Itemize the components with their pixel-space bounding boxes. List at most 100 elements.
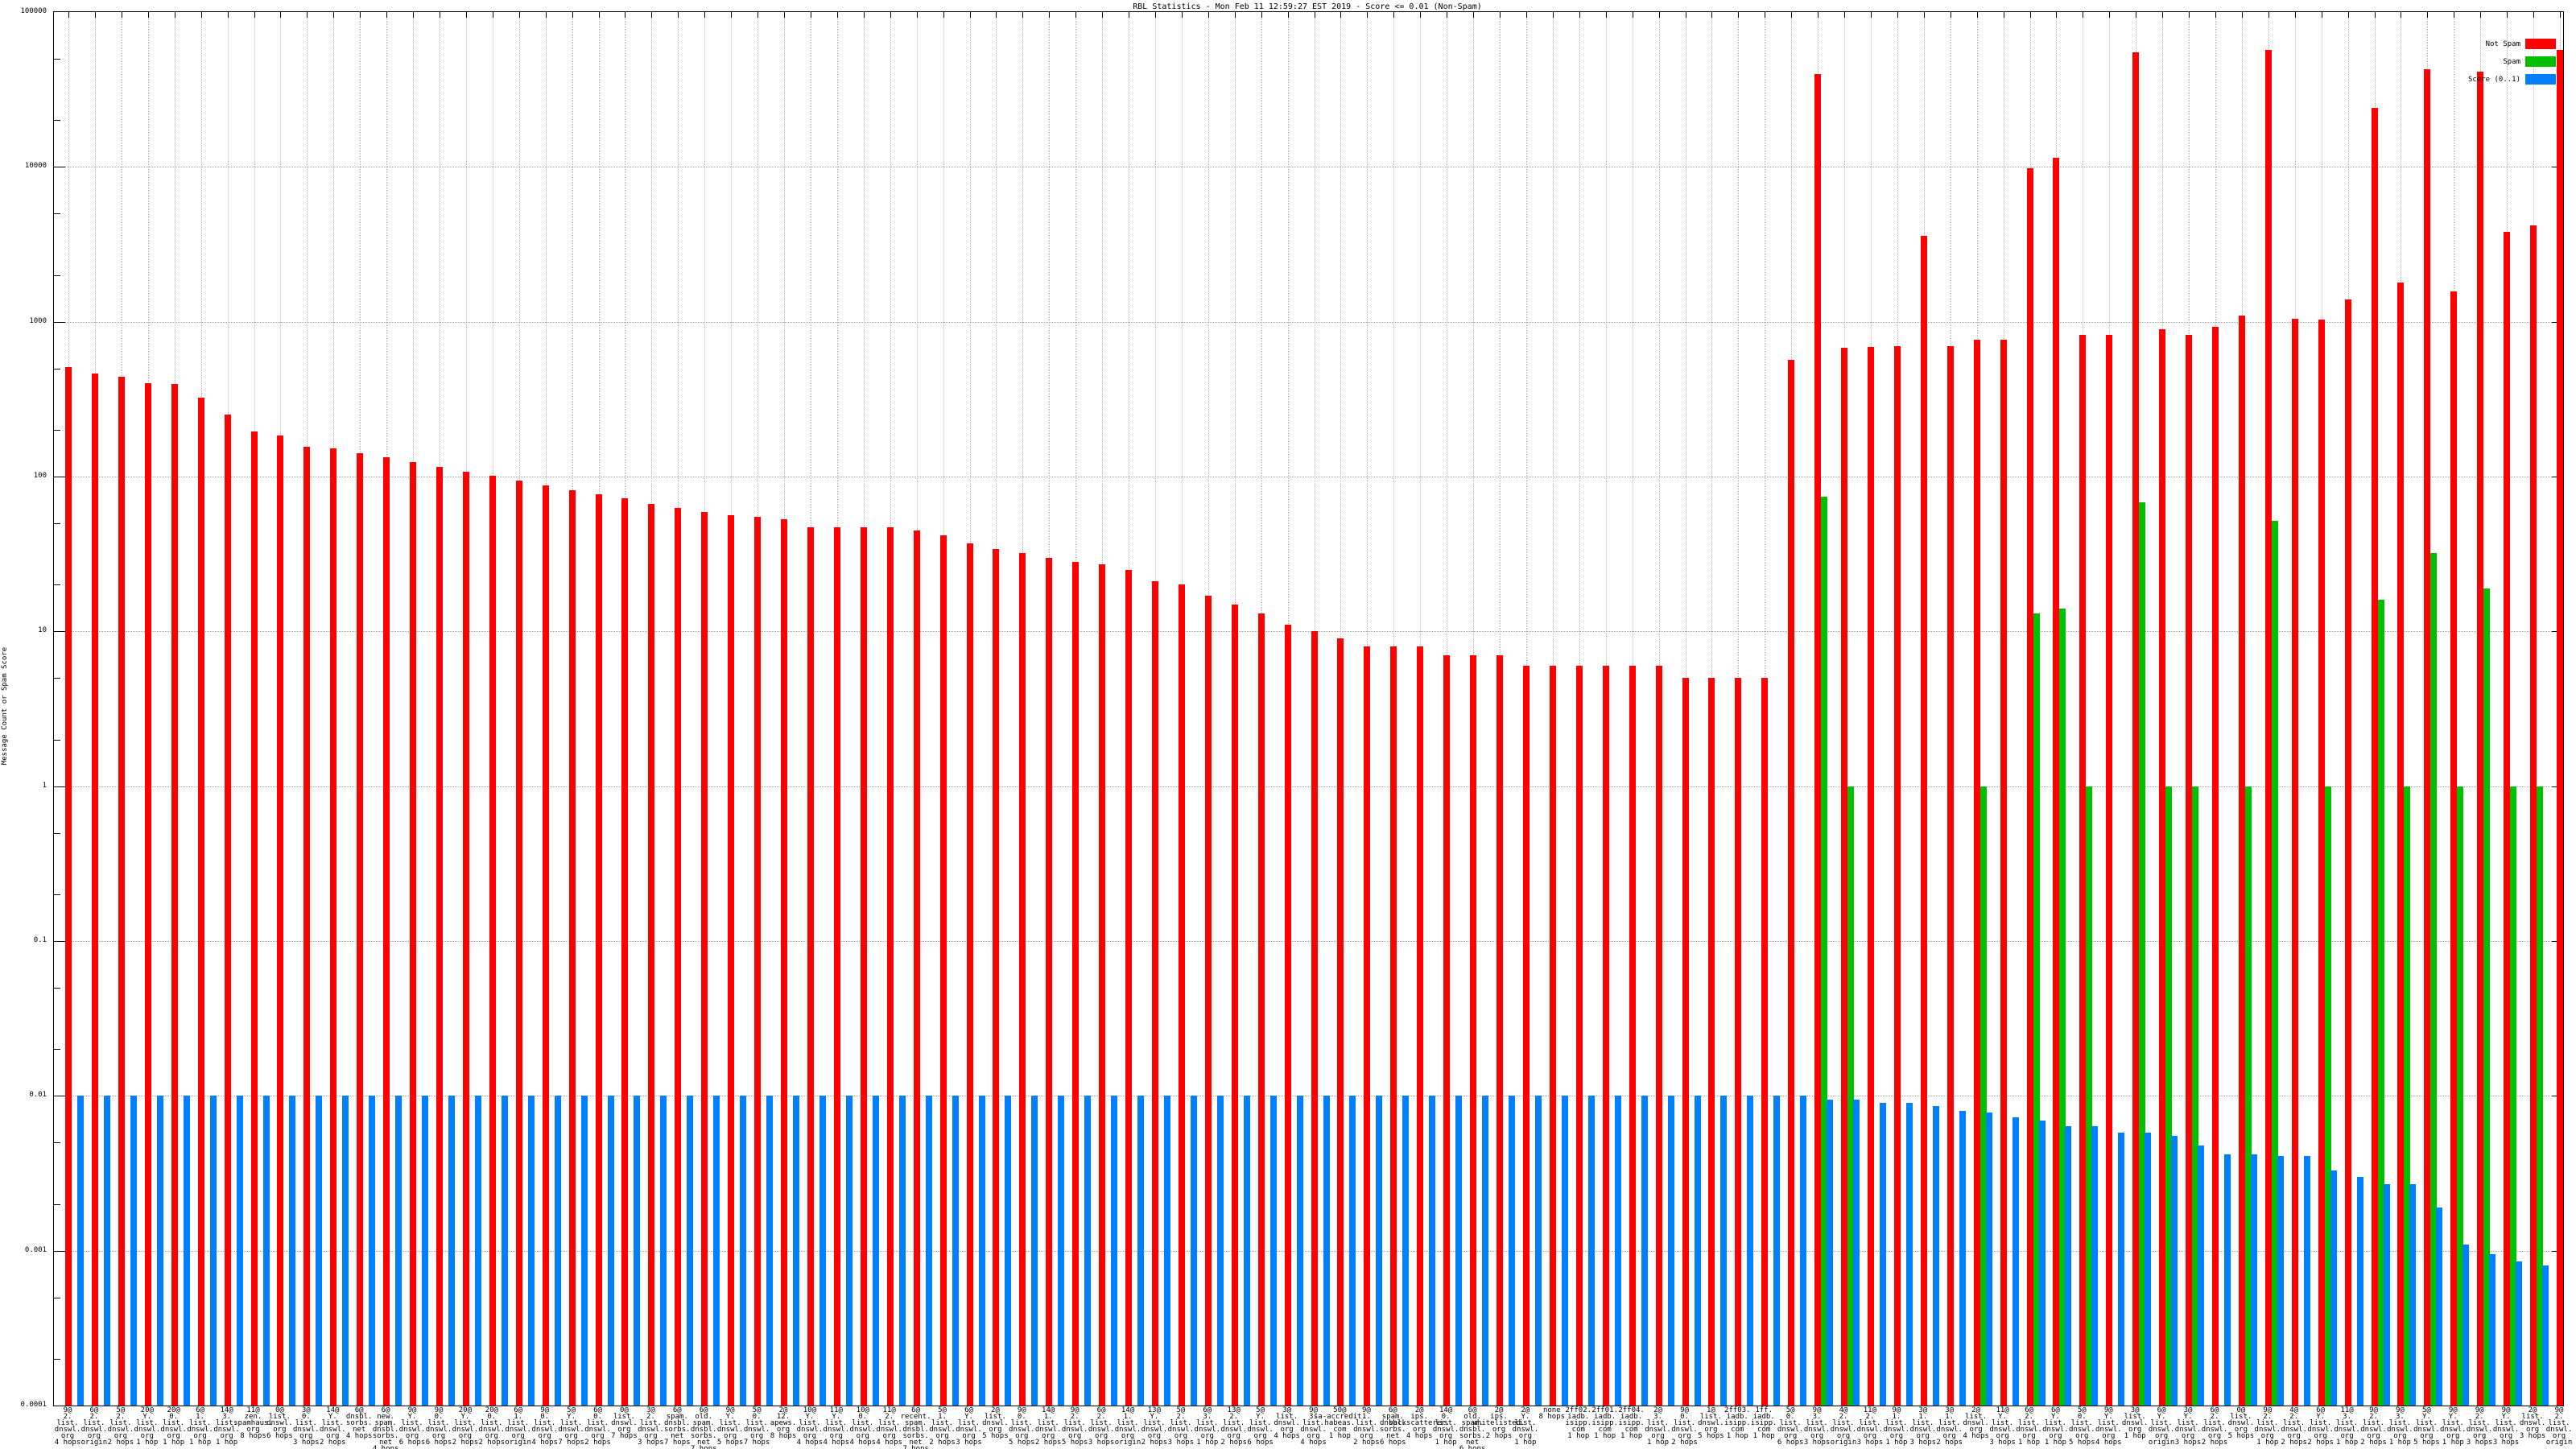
- bar-not-spam: [2477, 71, 2484, 1406]
- bar-score: [713, 1096, 720, 1406]
- x-tick-label-line: dnswl.: [1009, 1426, 1035, 1434]
- x-tick-label: 11@ 2. list. dnswl. org 4 hops: [876, 1407, 902, 1447]
- x-tick-label: 6@ 0. list. dnswl. org 2 hops: [584, 1407, 611, 1447]
- x-tick-label: 9@ 2. list. dnswl. org 5 hops: [1062, 1407, 1088, 1447]
- x-tick-label-line: dnswl.: [956, 1426, 982, 1434]
- x-tick-label-line: 9@: [1309, 1406, 1318, 1414]
- x-tick-label-line: dnswl.: [611, 1419, 638, 1427]
- bar-score: [2038, 1121, 2046, 1406]
- x-tick-label-line: 4 hops: [849, 1439, 877, 1447]
- bar-not-spam: [1337, 638, 1344, 1406]
- bar-not-spam: [1946, 345, 1954, 1406]
- x-tick-label-line: org: [723, 1432, 737, 1440]
- x-tick-label-line: 9@: [2263, 1406, 2273, 1414]
- x-tick: [545, 12, 547, 18]
- x-tick-label-line: list.: [586, 1419, 609, 1427]
- x-tick: [465, 12, 467, 18]
- x-tick-label-line: 14@: [220, 1406, 233, 1414]
- x-tick-label-line: 1.: [1361, 1413, 1371, 1421]
- vertical-gridline: [1049, 12, 1051, 786]
- x-tick-label-line: dnswl.: [266, 1419, 293, 1427]
- x-tick: [2268, 12, 2269, 18]
- x-tick-label-line: 7 hops: [664, 1439, 691, 1447]
- x-tick-label: 20@ 0. list. dnswl. org 1 hop: [160, 1407, 187, 1447]
- bar-not-spam: [1893, 345, 1901, 1406]
- bar-score: [740, 1096, 747, 1406]
- x-tick-label-line: dnswl.: [2440, 1426, 2467, 1434]
- x-tick-label: 2@ 12. apews. org 8 hops: [770, 1407, 797, 1440]
- x-tick-label-line: list.: [1196, 1419, 1219, 1427]
- x-tick-label-line: Y.: [2316, 1413, 2326, 1421]
- x-tick-label-line: 6@: [354, 1406, 364, 1414]
- x-tick-label-line: list.: [2070, 1419, 2093, 1427]
- x-tick-label-line: 1 hop: [2442, 1439, 2464, 1447]
- bar-score: [1667, 1096, 1674, 1406]
- x-tick: [1102, 12, 1104, 18]
- vertical-gridline: [996, 12, 997, 786]
- x-tick: [1234, 12, 1236, 18]
- x-tick-label-line: 9@: [540, 1406, 550, 1414]
- x-tick-label: 6@ Y. list. dnswl. org 2 hops: [2307, 1407, 2334, 1447]
- x-tick: [1393, 12, 1395, 18]
- bar-score: [978, 1096, 985, 1406]
- x-tick: [731, 12, 733, 18]
- bar-score: [898, 1096, 906, 1406]
- bar-not-spam: [1099, 564, 1106, 1406]
- bar-spam: [2033, 613, 2040, 1406]
- x-tick-label-line: dnswl.: [2387, 1426, 2413, 1434]
- x-tick-label-line: 1 hop: [2124, 1432, 2146, 1440]
- x-tick-label-line: net: [378, 1439, 393, 1447]
- bar-score: [1402, 1096, 1410, 1406]
- vertical-gridline: [1261, 12, 1262, 786]
- y-minor-tick: [54, 739, 60, 741]
- x-tick-label: 6@ 3. list. dnswl. org 1 hop: [1195, 1407, 1221, 1447]
- x-tick-label-line: list.: [109, 1419, 132, 1427]
- vertical-gridline: [1075, 12, 1077, 786]
- bar-score: [236, 1096, 243, 1406]
- x-tick-label-line: org: [326, 1432, 340, 1440]
- x-tick-label-line: 1 hop: [216, 1439, 238, 1447]
- x-tick-label-line: 1 hop: [2256, 1439, 2279, 1447]
- x-tick-label-line: 1.: [1918, 1413, 1928, 1421]
- x-tick-label: 14@ 1. list. dnswl. org origin: [1115, 1407, 1141, 1447]
- x-tick-label-line: list.: [2521, 1413, 2544, 1421]
- x-tick-label-line: list.: [1435, 1419, 1457, 1427]
- x-tick-label-line: sorbs.: [1380, 1426, 1406, 1434]
- x-tick-label: 6@ 1. list. dnswl. org origin: [505, 1407, 531, 1447]
- x-tick-label-line: 3 hops: [1803, 1439, 1831, 1447]
- x-tick-label-line: 6@: [1096, 1406, 1106, 1414]
- x-tick-label-line: list.: [1673, 1419, 1696, 1427]
- y-tick-label: 0.0001: [20, 1401, 47, 1409]
- x-tick: [1181, 12, 1183, 18]
- x-tick-label-line: 6@: [672, 1406, 682, 1414]
- x-tick-label-line: 14@: [1439, 1406, 1453, 1414]
- x-tick-label-line: list.: [2150, 1419, 2173, 1427]
- x-tick-label-line: dnswl.: [1671, 1426, 1698, 1434]
- x-tick-label-line: 1 hop: [2017, 1439, 2041, 1447]
- x-tick-label-line: 5 hops: [2413, 1439, 2440, 1447]
- bar-score: [1349, 1096, 1356, 1406]
- x-tick-label-line: dnswl.: [2227, 1419, 2255, 1427]
- x-tick-label-line: 11@: [246, 1406, 260, 1414]
- bar-spam: [2192, 786, 2198, 1406]
- x-tick-label-line: Y.: [1256, 1413, 1265, 1421]
- x-tick-label-line: 6 hops: [1777, 1439, 1804, 1447]
- x-tick-label: 6@ spam. dnsbl. sorbs. net 6 hops: [1380, 1407, 1406, 1447]
- x-tick-label-line: org: [485, 1432, 498, 1440]
- x-tick-label-line: dnswl.: [1432, 1426, 1459, 1434]
- x-tick-label-line: 1 hop: [163, 1439, 185, 1447]
- bar-score: [660, 1096, 667, 1406]
- x-tick-label-line: net: [1386, 1432, 1400, 1440]
- x-tick: [1367, 12, 1368, 18]
- x-tick-label-line: 6@: [2210, 1406, 2219, 1414]
- x-tick-label-line: Y.: [2501, 1413, 2511, 1421]
- x-tick-label-line: 5@: [1785, 1406, 1795, 1414]
- bar-spam: [2510, 786, 2517, 1406]
- legend-entry-spam: Spam: [2503, 56, 2556, 67]
- x-tick-label-line: list.: [427, 1419, 450, 1427]
- x-tick-label-line: spam.: [692, 1419, 715, 1427]
- x-tick-label-line: 20@: [458, 1406, 473, 1414]
- x-tick-label-line: list.: [931, 1419, 954, 1427]
- x-tick-label-line: list.: [1912, 1419, 1934, 1427]
- x-tick: [2162, 12, 2164, 18]
